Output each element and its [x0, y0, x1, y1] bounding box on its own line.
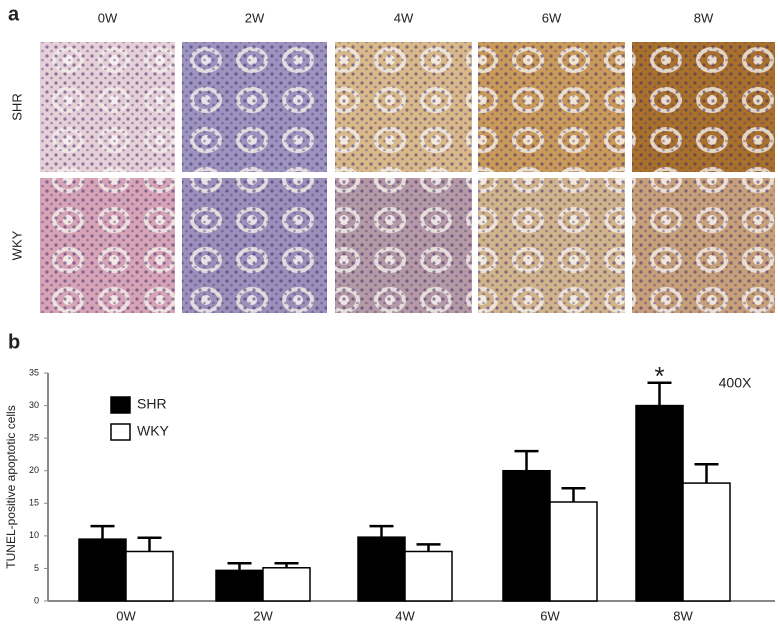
- row-label: SHR: [9, 93, 24, 120]
- bar: [682, 482, 731, 602]
- micrograph-nuclei: [182, 178, 327, 313]
- error-bar: [561, 487, 586, 502]
- column-label: 2W: [245, 10, 265, 25]
- y-tick-label: 35: [29, 367, 39, 377]
- row-label: WKY: [9, 230, 24, 260]
- error-bar: [647, 381, 672, 406]
- micrographs: [40, 42, 775, 313]
- micrograph-nuclei: [335, 178, 472, 313]
- y-axis-title: TUNEL-positive apoptotic cells: [4, 405, 18, 568]
- bar: [549, 501, 598, 602]
- micrograph-nuclei: [40, 42, 175, 172]
- legend-label: SHR: [137, 396, 167, 412]
- error-bar: [514, 449, 539, 471]
- x-tick-label: 4W: [395, 608, 415, 623]
- y-tick-label: 0: [34, 595, 39, 605]
- legend-label: WKY: [137, 423, 170, 439]
- magnification-label: 400X: [719, 375, 752, 391]
- x-tick-label: 0W: [116, 608, 136, 623]
- micrograph-nuclei: [632, 42, 775, 172]
- x-tick-label: 6W: [540, 608, 560, 623]
- error-bar: [416, 543, 441, 552]
- legend-swatch: [110, 423, 131, 441]
- error-bar: [90, 524, 115, 540]
- micrograph-nuclei: [40, 178, 175, 313]
- micrograph-nuclei: [335, 42, 472, 172]
- legend-swatch: [110, 396, 131, 414]
- y-tick-label: 30: [29, 400, 39, 410]
- bar: [215, 569, 264, 602]
- error-bar: [137, 536, 162, 552]
- bar: [404, 550, 453, 602]
- micrograph-nuclei: [182, 42, 327, 172]
- y-tick-label: 25: [29, 433, 39, 443]
- micrograph-nuclei: [632, 178, 775, 313]
- column-label: 6W: [542, 10, 562, 25]
- bar: [262, 567, 311, 602]
- bar: [635, 404, 684, 602]
- y-tick-label: 10: [29, 530, 39, 540]
- y-tick-label: 5: [34, 563, 39, 573]
- panel-label: b: [8, 331, 20, 353]
- bar: [125, 550, 174, 602]
- error-bar: [227, 561, 252, 571]
- y-tick-label: 20: [29, 465, 39, 475]
- panel-label: a: [8, 3, 20, 25]
- column-label: 4W: [394, 10, 414, 25]
- bar: [357, 536, 406, 602]
- micrograph-nuclei: [478, 178, 625, 313]
- bar: [78, 538, 127, 602]
- error-bar: [694, 462, 719, 484]
- micrograph-nuclei: [478, 42, 625, 172]
- error-bar: [274, 561, 299, 568]
- y-tick-label: 15: [29, 498, 39, 508]
- error-bar: [369, 524, 394, 538]
- column-label: 8W: [694, 10, 714, 25]
- x-tick-label: 2W: [253, 608, 273, 623]
- significance-marker: *: [654, 361, 664, 391]
- column-label: 0W: [98, 10, 118, 25]
- bar: [502, 469, 551, 602]
- x-tick-label: 8W: [673, 608, 693, 623]
